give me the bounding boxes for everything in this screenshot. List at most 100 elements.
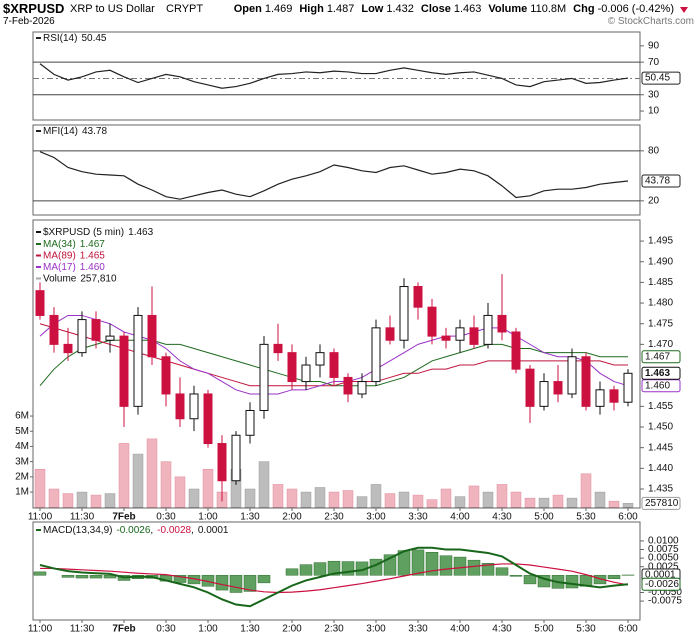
histogram-bar [215,575,229,591]
y-tick-label: 3M [15,456,29,467]
histogram-bar [607,575,621,579]
legend: MACD(13,34,9) -0.0026, -0.0028, 0.0001 [43,525,229,536]
candle-body [567,356,577,395]
legend-part: 257,810 [80,273,117,284]
legend-part: 0.0001 [198,525,229,536]
histogram-bar [33,571,47,576]
candle-body [581,356,591,407]
legend: Volume 257,810 [43,273,117,284]
value-box [641,366,681,380]
volume-bar [104,493,116,508]
y-tick-label: 5M [15,426,29,437]
x-tick-label: 2:30 [324,512,344,523]
volume-bar [524,497,536,508]
histogram-bar [439,555,453,576]
volume-bar [132,453,144,508]
quote: Open 1.469 High 1.487 Low 1.432 Close 1.463 Volu… [227,3,674,15]
volume-bar [244,488,256,508]
x-tick-label: 5:00 [534,512,554,523]
candle-body [455,327,465,341]
volume-bar [398,491,410,508]
panel-frame [32,124,641,216]
histogram-bar [565,575,579,589]
legend-part: MFI(14) [43,126,78,137]
x-tick-label: 1:30 [240,624,260,635]
x-tick-label: 7Feb [112,512,135,523]
value-box-label: 0.0001 [645,570,676,581]
legend-part: MACD(13,34,9) [43,525,112,536]
candle-body [189,393,199,420]
legend: $XRPUSD (5 min) 1.463 [43,227,154,238]
quote-value: 1.469 [264,3,293,15]
legend-part: , [150,525,153,536]
candle-body [385,327,395,341]
candle-body [371,327,381,383]
volume-bar [90,494,102,508]
value-box-label: 257810 [645,498,679,509]
legend-part: -0.0028 [157,525,191,536]
volume-bar [272,484,284,508]
legend: MA(17) 1.460 [43,262,105,273]
candle-body [441,335,451,341]
histogram-bar [243,575,257,592]
x-tick-label: 6:00 [618,624,638,635]
candle-body [35,290,45,316]
histogram-bar [313,562,327,576]
y-tick-label: 0.0025 [648,561,679,572]
volume-bar [160,461,172,508]
quote-label: Volume [488,3,528,15]
y-tick-label: -0.0050 [648,587,682,598]
y-tick-label: 1.485 [648,277,673,288]
quote-value: -0.006 (-0.42%) [597,3,674,15]
candle-body [469,327,479,345]
histogram-bar [481,563,495,576]
y-tick-label: 1.455 [648,401,673,412]
candle-body [147,314,157,358]
histogram-bar [229,575,243,593]
panel-frame [32,31,641,121]
x-tick-label: 5:30 [576,624,596,635]
y-tick-label: 2M [15,471,29,482]
volume-bar [510,491,522,508]
candle-body [231,434,241,482]
legend-part: MA(89) [43,250,76,261]
legend-part: 1.460 [80,262,105,273]
legend-part: MA(17) [43,262,76,273]
symbol: $XRPUSD [3,1,65,16]
candle-body [609,389,619,403]
x-tick-label: 0:30 [156,512,176,523]
histogram-bar [257,575,271,584]
y-tick-label: 0.0100 [648,536,679,547]
volume-bar [468,485,480,508]
volume-bar [188,488,200,508]
volume-bar [426,499,438,508]
signal-line [40,563,629,594]
volume-bar [314,487,326,508]
legend: RSI(14) 50.45 [43,33,107,44]
x-tick-label: 4:30 [492,624,512,635]
histogram-bar [425,552,439,576]
quote-value: 1.487 [326,3,355,15]
y-tick-label: 1.450 [648,422,673,433]
candle-body [91,319,101,341]
x-tick-label: 1:00 [198,624,218,635]
legend-part: $XRPUSD (5 min) [43,227,124,238]
candle-body [119,335,129,407]
y-tick-label: 10 [648,106,660,117]
candle-body [343,376,353,395]
volume-bar [580,473,592,508]
y-tick-label: 1.480 [648,298,673,309]
y-tick-label: 0.0050 [648,553,679,564]
histogram-bar [411,549,425,576]
value-box [641,350,681,364]
volume-bar [538,497,550,508]
candle-body [161,356,171,395]
x-tick-label: 2:30 [324,624,344,635]
x-tick-label: 3:30 [408,624,428,635]
volume-bar [286,488,298,508]
candle-body [329,352,339,378]
candle-body [413,286,423,308]
volume-bar [440,488,452,508]
quote-label: Open [233,3,262,15]
candle-body [49,314,59,345]
